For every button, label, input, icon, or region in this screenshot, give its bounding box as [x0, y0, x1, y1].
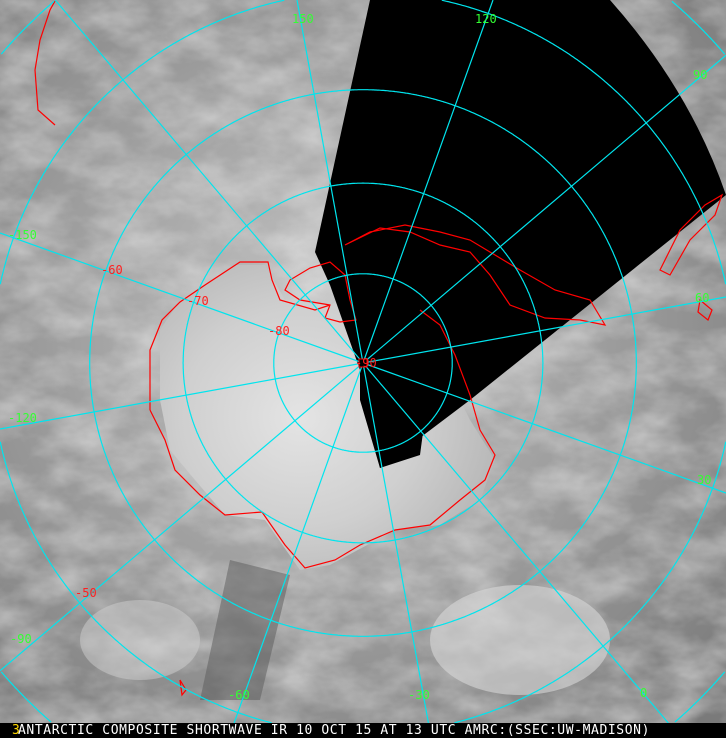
meridian-line: [362, 362, 429, 723]
meridian-line: [296, 0, 364, 364]
latitude-circle: [0, 0, 726, 723]
meridian-line: [362, 362, 726, 494]
lon-label-minus30: -30: [408, 688, 430, 702]
meridian-line: [54, 0, 364, 364]
lon-label-minus60: -60: [228, 688, 250, 702]
caption-text: ANTARCTIC COMPOSITE SHORTWAVE IR 10 OCT …: [18, 723, 650, 738]
cyclone-cloud: [430, 585, 610, 695]
graticule: [0, 0, 726, 723]
lat-label-60: -60: [101, 263, 123, 277]
lon-label-120: 120: [475, 12, 497, 26]
mcidas-logo-icon: 3: [12, 723, 21, 738]
meridian-line: [0, 362, 364, 672]
satellite-map: -90 -80 -70 -60 -50 150 120 90 60 30 -15…: [0, 0, 726, 723]
latitude-circle: [0, 0, 726, 723]
meridian-line: [0, 362, 364, 430]
west-antarctic-coast: [149, 261, 331, 410]
lon-label-60: 60: [695, 291, 709, 305]
island-coast: [697, 298, 713, 321]
pole-marker: [358, 358, 368, 368]
meridian-line: [362, 0, 494, 364]
island-coast: [179, 679, 187, 697]
lon-label-0: 0: [640, 686, 647, 700]
latitude-circle: [182, 182, 544, 544]
image-caption-bar: 3 ANTARCTIC COMPOSITE SHORTWAVE IR 10 OC…: [0, 723, 726, 738]
lat-label-80: -80: [268, 324, 290, 338]
ross-ice-shelf-coast: [284, 261, 357, 323]
lon-label-30: 30: [697, 473, 711, 487]
meridian-line: [233, 362, 364, 723]
no-data-region: [315, 0, 726, 468]
latitude-circle: [89, 89, 637, 637]
lat-label-50: -50: [75, 586, 97, 600]
latitude-circle: [273, 273, 453, 453]
lon-label-minus90: -90: [10, 632, 32, 646]
australia-coast: [344, 224, 607, 326]
lon-label-150: 150: [292, 12, 314, 26]
lon-label-90: 90: [693, 68, 707, 82]
lon-label-minus150: -150: [8, 228, 37, 242]
south-america-coast: [34, 0, 56, 126]
lon-label-minus120: -120: [8, 411, 37, 425]
meridian-line: [362, 362, 669, 723]
dark-swath: [200, 560, 290, 700]
meridian-line: [0, 232, 364, 364]
new-zealand-coast: [659, 193, 724, 276]
meridian-line: [362, 296, 726, 364]
lat-label-70: -70: [187, 294, 209, 308]
cloud-band: [80, 600, 200, 680]
meridian-line: [362, 54, 726, 364]
lat-label-90: -90: [355, 356, 377, 370]
